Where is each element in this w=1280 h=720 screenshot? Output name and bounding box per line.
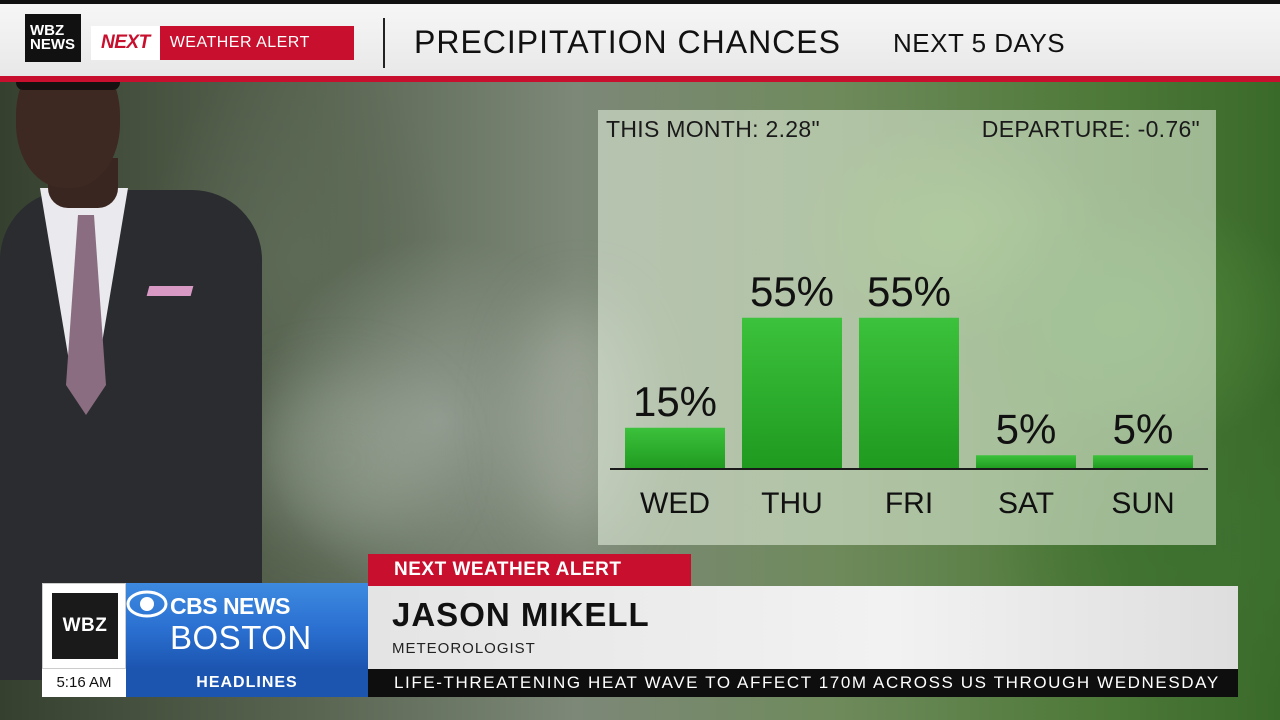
ticker-time: 5:16 AM <box>42 669 126 697</box>
category-label: SAT <box>998 487 1054 520</box>
this-month-stat: THIS MONTH: 2.28" <box>606 116 820 142</box>
news-ticker: 5:16 AM HEADLINES LIFE-THREATENING HEAT … <box>42 669 1238 697</box>
category-label: FRI <box>885 487 933 520</box>
alert-label: WEATHER ALERT <box>169 34 310 51</box>
network-logo: CBS NEWS BOSTON <box>126 583 368 669</box>
station-logo: WBZ NEWS <box>25 14 81 62</box>
station-box-label: WBZ <box>52 593 118 659</box>
category-label: THU <box>761 487 823 520</box>
weather-alert-badge: NEXT WEATHER ALERT <box>91 26 354 60</box>
cbs-eye-icon <box>126 590 168 618</box>
bar-value-label: 15% <box>633 378 717 425</box>
bar-sun <box>1093 455 1193 469</box>
page-title: PRECIPITATION CHANCES <box>414 24 841 60</box>
presenter-role: METEOROLOGIST <box>392 640 536 657</box>
category-label: WED <box>640 487 710 520</box>
header-divider <box>383 18 385 68</box>
precipitation-chart-panel: THIS MONTH: 2.28" DEPARTURE: -0.76" 15% W… <box>598 110 1216 545</box>
bar-value-label: 55% <box>867 268 951 315</box>
bar-sat <box>976 455 1076 469</box>
bar-value-label: 55% <box>750 268 834 315</box>
name-banner: JASON MIKELL METEOROLOGIST <box>368 586 1238 669</box>
next-logo: NEXT <box>91 26 160 60</box>
presenter-pocket-square <box>146 286 194 296</box>
network-city: BOSTON <box>170 619 312 656</box>
ticker-headline: LIFE-THREATENING HEAT WAVE TO AFFECT 170… <box>394 673 1220 692</box>
ticker-section: HEADLINES <box>126 669 368 697</box>
lower-third-alert: NEXT WEATHER ALERT <box>368 554 691 586</box>
background-blur <box>250 380 430 540</box>
precipitation-bar-chart: 15% WED 55% THU 55% FRI 5% SAT 5% SUN <box>610 268 1208 520</box>
network-name: CBS NEWS <box>170 593 290 619</box>
bar-wed <box>625 427 725 469</box>
page-subtitle: NEXT 5 DAYS <box>893 28 1066 58</box>
departure-stat: DEPARTURE: -0.76" <box>981 116 1200 142</box>
category-label: SUN <box>1111 487 1174 520</box>
bar-value-label: 5% <box>1113 405 1174 452</box>
bar-thu <box>742 317 842 469</box>
bar-fri <box>859 317 959 469</box>
station-box: WBZ <box>42 583 126 669</box>
header-bar: WBZ NEWS NEXT WEATHER ALERT PRECIPITATIO… <box>0 0 1280 82</box>
presenter-name: JASON MIKELL <box>392 596 650 633</box>
bar-value-label: 5% <box>996 405 1057 452</box>
